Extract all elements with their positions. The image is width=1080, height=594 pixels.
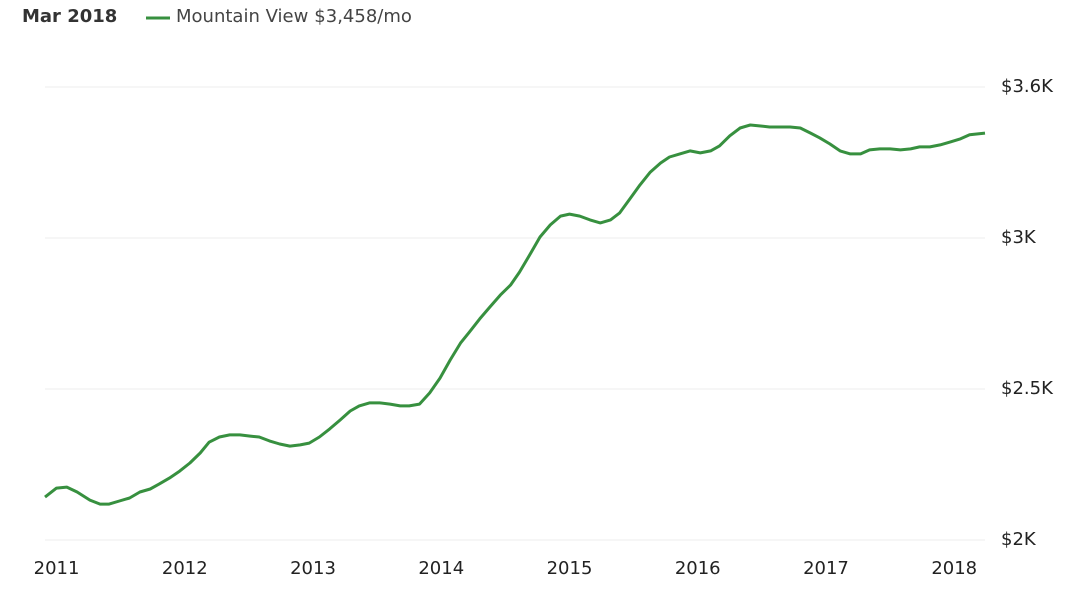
y-tick-label: $3.6K — [1001, 76, 1054, 97]
x-tick-label: 2017 — [803, 558, 849, 579]
y-tick-label: $3K — [1001, 227, 1037, 248]
x-tick-label: 2011 — [34, 558, 80, 579]
y-tick-label: $2K — [1001, 529, 1037, 550]
y-tick-label: $2.5K — [1001, 378, 1054, 399]
x-tick-label: 2013 — [290, 558, 336, 579]
x-tick-label: 2012 — [162, 558, 208, 579]
x-tick-label: 2014 — [418, 558, 464, 579]
line — [44, 123, 986, 506]
legend-label: Mountain View — [176, 6, 308, 27]
x-tick-label: 2018 — [931, 558, 977, 579]
date-label: Mar 2018 — [22, 6, 117, 27]
legend-value: $3,458/mo — [314, 6, 412, 27]
x-tick-label: 2015 — [547, 558, 593, 579]
x-tick-label: 2016 — [675, 558, 721, 579]
